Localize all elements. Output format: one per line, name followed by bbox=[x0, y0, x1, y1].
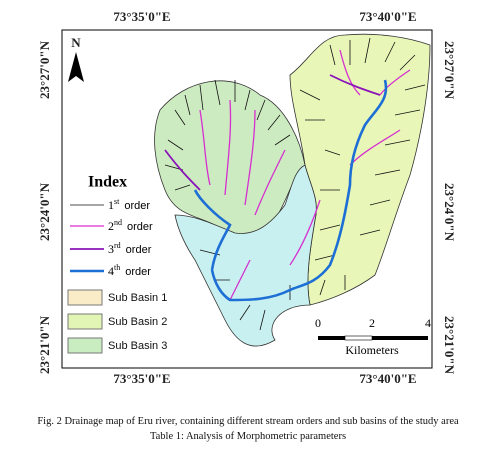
order-suffix: st bbox=[114, 197, 120, 206]
order-number: 1 bbox=[108, 198, 114, 212]
scale-tick: 4 bbox=[425, 316, 431, 330]
order-word: order bbox=[126, 244, 152, 256]
order-word: order bbox=[127, 221, 153, 233]
scale-unit: Kilometers bbox=[345, 343, 399, 357]
scale-bar bbox=[344, 335, 373, 341]
scale-bar bbox=[318, 336, 345, 340]
legend-title: Index bbox=[88, 174, 127, 191]
coord-left: 23°24'0"N bbox=[37, 182, 52, 241]
table-caption: Table 1: Analysis of Morphometric parame… bbox=[150, 431, 346, 442]
order-suffix: nd bbox=[114, 218, 122, 227]
swatch bbox=[67, 313, 103, 330]
coord-top: 73°35'0"E bbox=[113, 9, 170, 24]
legend-label: 4th order bbox=[108, 263, 151, 278]
coord-top: 73°40'0"E bbox=[359, 9, 416, 24]
coord-bottom: 73°40'0"E bbox=[359, 371, 416, 386]
order-number: 3 bbox=[108, 242, 114, 256]
legend-label: 3rd order bbox=[108, 241, 152, 256]
scale-tick: 2 bbox=[369, 316, 375, 330]
coord-left: 23°27'0"N bbox=[37, 40, 52, 99]
scale-bar bbox=[372, 336, 428, 340]
swatch bbox=[67, 289, 103, 306]
legend-label: Sub Basin 3 bbox=[108, 340, 167, 352]
order-number: 4 bbox=[108, 264, 114, 278]
coord-bottom: 73°35'0"E bbox=[113, 371, 170, 386]
order-word: order bbox=[125, 266, 151, 278]
scale-tick: 0 bbox=[315, 316, 321, 330]
coord-right: 23°27'0"N bbox=[442, 41, 457, 100]
coord-right: 23°21'0"N bbox=[442, 316, 457, 375]
legend-label: 1st order bbox=[108, 197, 150, 212]
legend-label: Sub Basin 1 bbox=[108, 292, 167, 304]
legend-label: Sub Basin 2 bbox=[108, 316, 167, 328]
figure-caption: Fig. 2 Drainage map of Eru river, contai… bbox=[37, 416, 459, 427]
order-number: 2 bbox=[108, 219, 114, 233]
order-suffix: rd bbox=[114, 241, 121, 250]
swatch bbox=[67, 337, 103, 354]
coord-right: 23°24'0"N bbox=[442, 183, 457, 242]
coord-left: 23°21'0"N bbox=[37, 315, 52, 374]
legend-label: 2nd order bbox=[108, 218, 153, 233]
north-label: N bbox=[71, 35, 81, 50]
order-word: order bbox=[124, 200, 150, 212]
order-suffix: th bbox=[114, 263, 120, 272]
sub-basin-1 bbox=[174, 164, 317, 347]
streams bbox=[164, 37, 426, 331]
north-arrow bbox=[68, 52, 84, 82]
